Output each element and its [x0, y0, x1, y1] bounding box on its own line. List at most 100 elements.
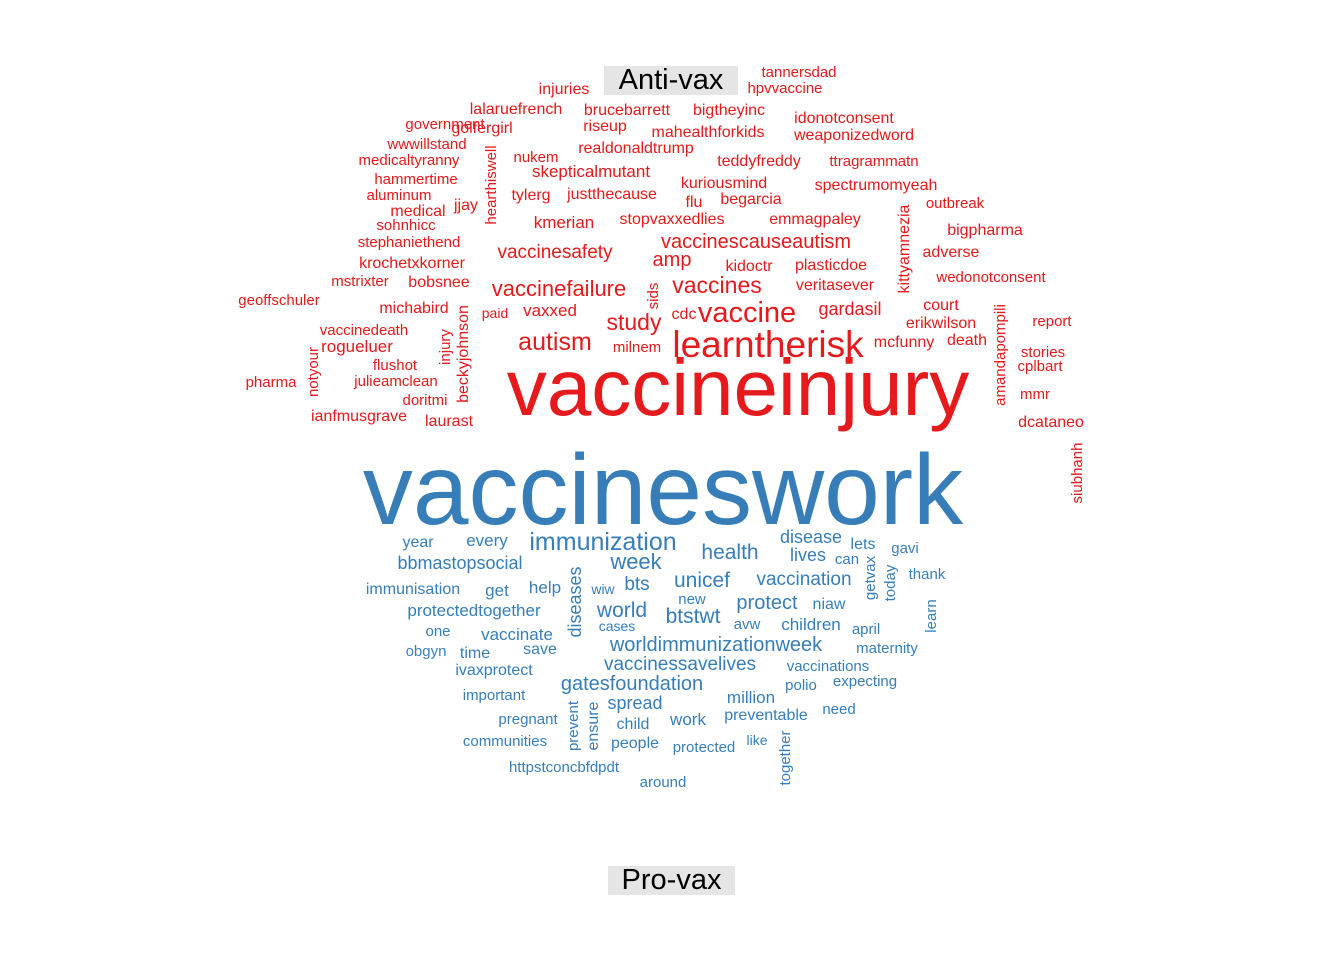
word-vaccineinjury: vaccineinjury — [507, 343, 969, 432]
word-rogueluer: rogueluer — [321, 337, 393, 356]
word-sohnhicc: sohnhicc — [376, 217, 436, 234]
word-time: time — [460, 645, 490, 662]
word-vaccinate: vaccinate — [481, 625, 553, 644]
word-milnem: milnem — [613, 339, 661, 356]
word-vaccinessavelives: vaccinessavelives — [604, 654, 756, 675]
word-mmr: mmr — [1020, 386, 1050, 403]
word-gavi: gavi — [891, 540, 919, 557]
word-medical: medical — [390, 203, 445, 220]
word-ivaxprotect: ivaxprotect — [455, 662, 533, 679]
word-justthecause: justthecause — [566, 186, 657, 203]
word-immunization: immunization — [529, 528, 676, 556]
word-stephaniethend: stephaniethend — [358, 234, 461, 251]
word-outbreak: outbreak — [926, 195, 985, 212]
word-protect: protect — [736, 592, 798, 614]
word-injury: injury — [437, 329, 454, 365]
word-hearthiswell: hearthiswell — [483, 145, 500, 224]
word-geoffschuler: geoffschuler — [238, 292, 319, 309]
word-emmagpaley: emmagpaley — [769, 211, 861, 228]
word-expecting: expecting — [833, 673, 897, 690]
word-cplbart: cplbart — [1017, 358, 1063, 375]
word-vaccinescauseautism: vaccinescauseautism — [661, 231, 851, 253]
word-vaccineswork: vaccineswork — [363, 434, 964, 546]
word-hammertime: hammertime — [374, 171, 457, 188]
word-like: like — [746, 732, 767, 748]
word-vaccinations: vaccinations — [787, 658, 870, 675]
word-spectrumomyeah: spectrumomyeah — [815, 177, 938, 194]
word-paid: paid — [482, 305, 508, 321]
word-vaccines: vaccines — [672, 272, 761, 298]
word-million: million — [727, 688, 775, 707]
word-weaponizedword: weaponizedword — [793, 127, 914, 144]
word-year: year — [402, 534, 434, 551]
word-bigpharma: bigpharma — [947, 222, 1023, 239]
word-teddyfreddy: teddyfreddy — [717, 153, 801, 170]
word-people: people — [611, 735, 659, 752]
word-medicaltyranny: medicaltyranny — [359, 152, 460, 169]
word-flushot: flushot — [373, 357, 418, 374]
word-lets: lets — [851, 536, 876, 553]
word-lalaruefrench: lalaruefrench — [470, 101, 563, 118]
word-week: week — [609, 549, 662, 574]
word-beckyjohnson: beckyjohnson — [455, 305, 472, 403]
word-wiw: wiw — [590, 581, 615, 597]
word-adverse: adverse — [923, 244, 980, 261]
word-learntherisk: learntherisk — [672, 324, 864, 365]
word-one: one — [425, 623, 450, 640]
word-child: child — [617, 716, 650, 733]
word-gatesfoundation: gatesfoundation — [561, 673, 703, 695]
word-children: children — [781, 615, 841, 634]
word-btstwt: btstwt — [666, 605, 721, 628]
anti-vax-label: Anti-vax — [604, 66, 738, 95]
word-stories: stories — [1021, 344, 1065, 361]
word-can: can — [835, 551, 859, 568]
word-pregnant: pregnant — [498, 711, 558, 728]
word-laurast: laurast — [425, 413, 474, 430]
word-cdc: cdc — [672, 306, 697, 323]
word-lives: lives — [790, 545, 826, 565]
word-julieamclean: julieamclean — [353, 373, 437, 390]
word-kidoctr: kidoctr — [725, 258, 773, 275]
word-avw: avw — [734, 616, 761, 633]
word-bigtheyinc: bigtheyinc — [693, 102, 765, 119]
word-death: death — [947, 332, 987, 349]
word-vaccine: vaccine — [698, 297, 796, 329]
word-golfergirl: golfergirl — [451, 120, 512, 137]
word-protected: protected — [673, 739, 736, 756]
word-riseup: riseup — [583, 118, 627, 135]
word-kittyamnezia: kittyamnezia — [896, 204, 913, 293]
word-plasticdoe: plasticdoe — [795, 257, 867, 274]
word-niaw: niaw — [813, 596, 846, 613]
word-doritmi: doritmi — [402, 392, 447, 409]
word-skepticalmutant: skepticalmutant — [532, 162, 650, 181]
word-communities: communities — [463, 733, 547, 750]
word-health: health — [701, 541, 758, 564]
word-wedonotconsent: wedonotconsent — [935, 269, 1046, 286]
word-tylerg: tylerg — [511, 187, 550, 204]
word-vaccination: vaccination — [756, 569, 851, 590]
word-vaxxed: vaxxed — [523, 301, 577, 320]
word-realdonaldtrump: realdonaldtrump — [578, 140, 694, 157]
word-hpvvaccine: hpvvaccine — [747, 80, 822, 97]
word-thank: thank — [909, 566, 946, 583]
word-get: get — [485, 581, 509, 600]
word-diseases: diseases — [565, 566, 585, 637]
word-study: study — [607, 309, 662, 335]
word-immunisation: immunisation — [366, 581, 460, 598]
word-every: every — [466, 531, 508, 550]
word-help: help — [529, 578, 561, 597]
word-vaccinefailure: vaccinefailure — [492, 276, 627, 301]
word-around: around — [640, 774, 687, 791]
word-kmerian: kmerian — [534, 213, 594, 232]
word-preventable: preventable — [724, 707, 808, 724]
word-ttragrammatn: ttragrammatn — [829, 153, 918, 170]
word-krochetxkorner: krochetxkorner — [359, 255, 465, 272]
word-jjay: jjay — [453, 197, 478, 214]
word-mcfunny: mcfunny — [874, 334, 934, 351]
word-brucebarrett: brucebarrett — [584, 102, 671, 119]
word-bbmastopsocial: bbmastopsocial — [397, 553, 522, 573]
word-important: important — [463, 687, 526, 704]
word-worldimmunizationweek: worldimmunizationweek — [609, 634, 823, 656]
